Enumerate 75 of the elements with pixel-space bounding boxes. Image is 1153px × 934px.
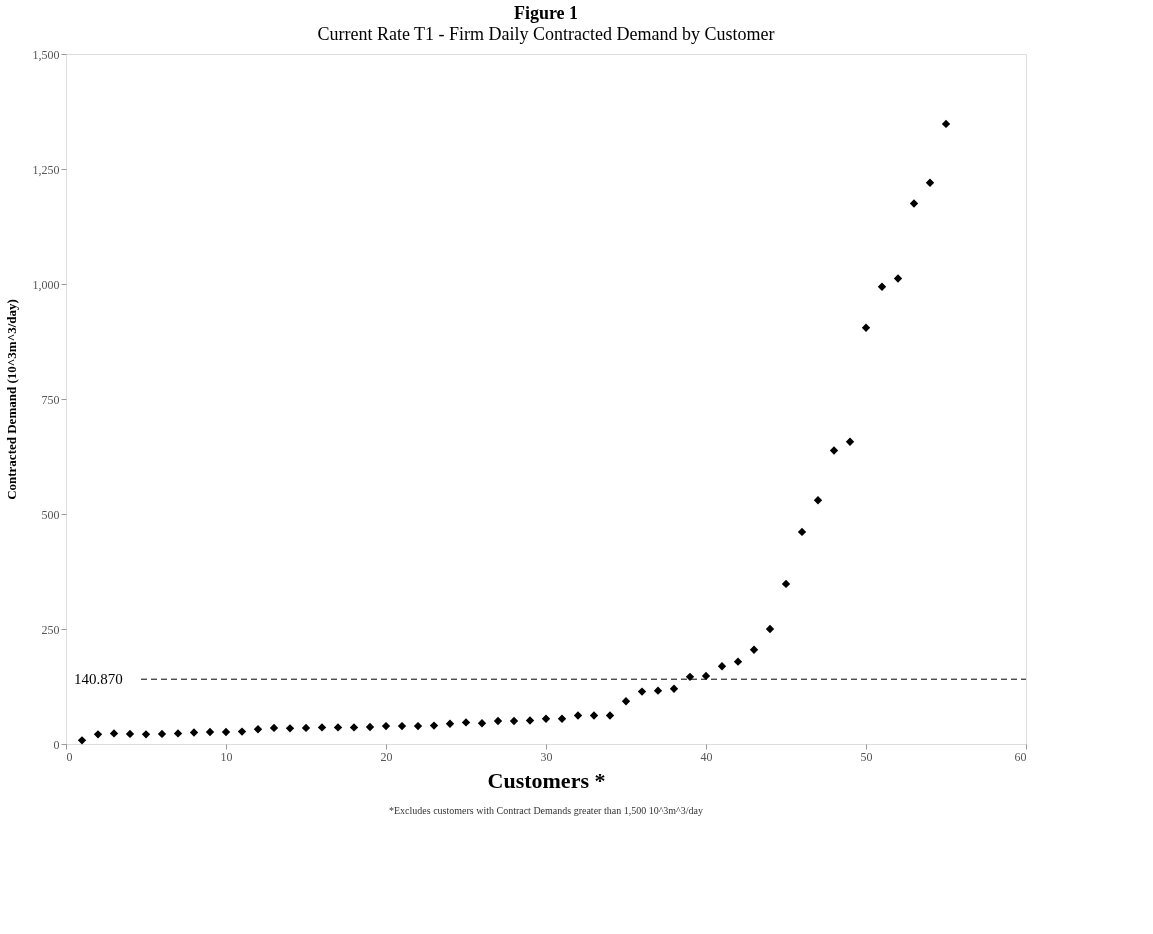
point	[205, 727, 215, 737]
x-tick-label: 10	[220, 749, 233, 764]
point	[285, 724, 295, 733]
y-tick-label: 1,000	[32, 277, 60, 292]
point	[333, 723, 343, 732]
point	[717, 662, 727, 671]
point	[173, 729, 183, 738]
point	[605, 711, 615, 720]
point	[637, 687, 647, 696]
point	[685, 672, 695, 682]
point	[365, 722, 375, 732]
x-tick-label: 50	[860, 749, 873, 764]
x-tick-label: 20	[380, 749, 393, 764]
point	[669, 684, 679, 693]
point	[493, 716, 503, 726]
point	[813, 496, 823, 505]
point	[77, 736, 87, 745]
point	[445, 719, 455, 728]
point	[941, 119, 951, 129]
point	[269, 723, 279, 733]
point	[189, 728, 199, 737]
y-tick-label: 750	[41, 392, 60, 407]
point	[781, 579, 791, 589]
point	[621, 697, 631, 706]
x-tick-label: 0	[66, 749, 73, 764]
y-tick-label: 1,500	[32, 47, 60, 62]
point	[701, 671, 711, 681]
x-tick-label: 30	[540, 749, 553, 764]
point	[909, 199, 919, 208]
point	[589, 711, 599, 720]
point	[109, 729, 119, 738]
ref-line-label: 140.870	[74, 671, 123, 688]
y-tick-label: 1,250	[32, 162, 60, 177]
point	[381, 721, 391, 731]
chart-subtitle: Current Rate T1 - Firm Daily Contracted Demand by Customer	[317, 24, 775, 44]
point	[301, 723, 311, 733]
point	[749, 645, 759, 654]
chart-title: Figure 1	[513, 3, 579, 23]
x-tick-label: 40	[700, 749, 713, 764]
point	[525, 716, 535, 725]
y-tick-label: 500	[41, 507, 60, 522]
point	[461, 718, 471, 727]
point	[429, 721, 439, 730]
y-tick-label: 250	[41, 622, 60, 637]
point	[397, 721, 407, 731]
point	[573, 711, 583, 720]
point	[845, 437, 855, 446]
point	[253, 725, 263, 734]
text: *Excludes customers with Contract Demands greater than 1,500 10^3m^3/day	[388, 805, 704, 816]
point	[733, 657, 743, 666]
point	[653, 686, 663, 695]
point	[557, 714, 567, 723]
point	[925, 178, 935, 187]
point	[541, 714, 551, 723]
point	[237, 727, 247, 736]
point	[861, 323, 871, 332]
point	[765, 624, 775, 634]
point	[509, 716, 519, 726]
point	[797, 527, 807, 537]
point	[93, 730, 103, 739]
point	[125, 729, 135, 739]
x-axis-title: Customers *	[487, 767, 606, 793]
y-axis-title: Contracted Demand (10^3m^3/day)	[3, 299, 19, 500]
point	[829, 446, 839, 455]
y-tick-label: 0	[53, 737, 60, 752]
point	[221, 727, 231, 737]
point	[477, 719, 487, 728]
point	[893, 274, 903, 283]
point	[877, 282, 887, 291]
x-tick-label: 60	[1014, 749, 1027, 764]
point	[413, 721, 423, 731]
point	[349, 723, 359, 732]
point	[157, 729, 167, 739]
point	[141, 730, 151, 739]
point	[317, 723, 327, 732]
